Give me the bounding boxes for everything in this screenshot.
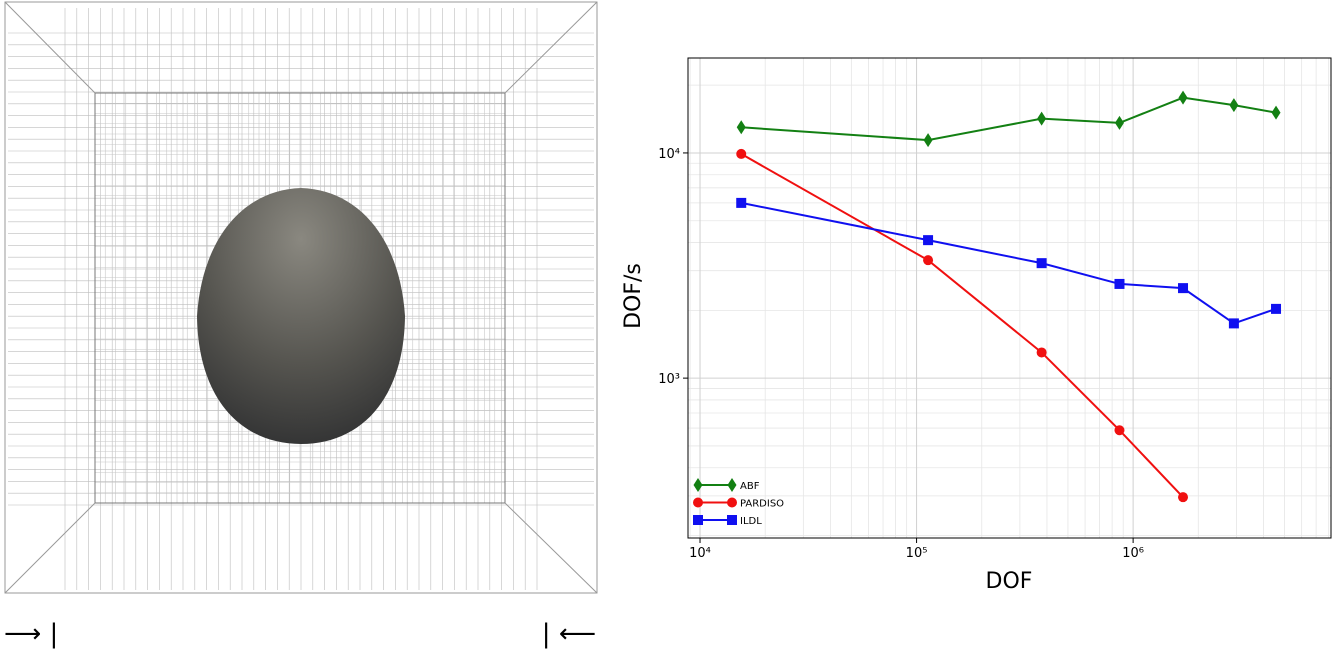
marker <box>1114 278 1125 289</box>
series-line <box>741 96 1277 142</box>
x-tick-label: 10⁶ <box>1122 546 1144 561</box>
marker <box>1271 303 1282 314</box>
marker <box>1114 425 1125 436</box>
marker <box>1229 98 1239 113</box>
legend-label: ABF <box>740 481 760 492</box>
legend-marker <box>693 515 703 525</box>
legend-marker <box>693 478 703 492</box>
marker <box>1036 258 1047 269</box>
marker <box>1114 115 1124 130</box>
legend-marker <box>727 515 737 525</box>
marker <box>923 235 934 246</box>
chart: 10⁴ 10⁵ 10⁶ 10³ 10⁴ ABF PARDISO ILDL <box>658 57 1332 561</box>
marker <box>736 148 747 159</box>
outer-box <box>4 1 598 594</box>
legend-marker <box>727 497 737 508</box>
marker <box>1178 283 1189 294</box>
marker <box>1271 105 1281 120</box>
marker <box>736 197 747 208</box>
right-marker: | ⟵ <box>542 619 596 649</box>
box-edges <box>4 1 598 594</box>
marker <box>1228 318 1239 329</box>
render-view: ⟶ | | ⟵ <box>4 1 598 649</box>
legend-label: PARDISO <box>740 499 784 510</box>
legend-label: ILDL <box>740 516 762 527</box>
legend-marker <box>693 497 703 508</box>
y-axis-label: DOF/s <box>621 263 646 329</box>
marker <box>1178 492 1189 503</box>
marker <box>1036 347 1047 358</box>
x-axis-label: DOF <box>986 569 1033 594</box>
inner-box <box>94 92 506 504</box>
left-marker: ⟶ | <box>4 619 58 649</box>
marker <box>1037 111 1047 126</box>
marker <box>923 133 933 148</box>
ellipsoid <box>197 188 405 444</box>
marker <box>736 120 746 135</box>
marker <box>1178 90 1188 105</box>
x-tick-label: 10⁴ <box>689 546 711 561</box>
y-tick-label: 10⁴ <box>658 147 680 162</box>
x-tick-label: 10⁵ <box>906 546 928 561</box>
marker <box>923 255 934 266</box>
legend-marker <box>727 478 737 492</box>
y-tick-label: 10³ <box>658 372 680 387</box>
plot-frame <box>687 57 1332 539</box>
